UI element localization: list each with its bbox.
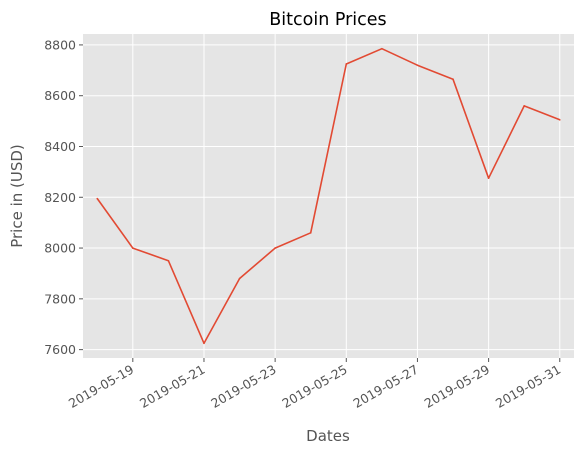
y-tick-label: 7600 xyxy=(44,342,76,357)
data-point xyxy=(274,247,276,249)
data-point xyxy=(132,247,134,249)
data-point xyxy=(558,119,561,121)
series-layer xyxy=(96,47,561,345)
data-point xyxy=(416,64,419,67)
x-tick-label: 2019-05-31 xyxy=(493,362,563,411)
y-tick-label: 8200 xyxy=(44,190,76,205)
x-tick-label: 2019-05-29 xyxy=(422,362,492,411)
x-tick-label: 2019-05-25 xyxy=(279,362,349,411)
data-point xyxy=(167,259,170,262)
y-tick-label: 8600 xyxy=(44,88,76,103)
x-tick-label: 2019-05-23 xyxy=(208,362,278,411)
x-tick-label: 2019-05-21 xyxy=(137,362,207,411)
data-point xyxy=(523,105,525,107)
data-point xyxy=(381,47,383,50)
y-tick-label: 8000 xyxy=(44,241,76,256)
y-tick-label: 7800 xyxy=(44,291,76,306)
plot-area xyxy=(83,34,574,358)
data-point xyxy=(309,232,312,234)
y-tick-label: 8400 xyxy=(44,139,76,154)
data-point xyxy=(96,197,99,200)
y-axis-ticks: 7600 7800 8000 8200 8400 8600 8800 xyxy=(44,37,83,357)
data-point xyxy=(203,342,205,345)
y-axis-label: Price in (USD) xyxy=(8,144,26,248)
data-point xyxy=(452,78,454,80)
x-tick-label: 2019-05-27 xyxy=(351,362,421,411)
x-tick-label: 2019-05-19 xyxy=(66,362,136,411)
y-tick-label: 8800 xyxy=(44,37,76,52)
series-line xyxy=(96,47,561,345)
data-point xyxy=(487,177,490,180)
x-axis-label: Dates xyxy=(306,427,350,445)
data-point xyxy=(345,63,348,65)
chart-title: Bitcoin Prices xyxy=(269,10,386,30)
data-point xyxy=(238,277,241,280)
x-axis-ticks: 2019-05-19 2019-05-21 2019-05-23 2019-05-25… xyxy=(66,358,563,411)
